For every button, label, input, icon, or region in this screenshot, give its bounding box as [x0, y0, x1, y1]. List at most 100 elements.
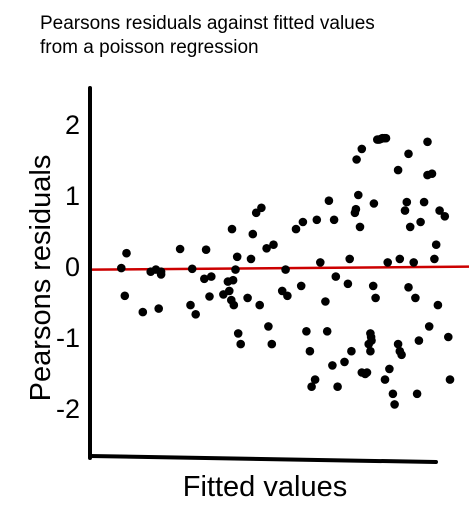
data-point: [368, 281, 378, 291]
axes-layer: [88, 86, 438, 464]
points-layer: [117, 133, 455, 409]
y-tick-label: 0: [65, 252, 80, 282]
data-point: [281, 265, 290, 274]
data-point: [431, 240, 441, 249]
data-point: [296, 281, 306, 291]
data-point: [366, 346, 375, 356]
data-point: [305, 346, 315, 356]
data-point: [352, 155, 361, 164]
data-point: [316, 258, 325, 267]
data-point: [262, 244, 271, 253]
data-point: [400, 206, 410, 215]
data-point: [138, 307, 148, 317]
data-point: [367, 336, 376, 345]
data-point: [117, 263, 126, 273]
data-point: [351, 204, 361, 214]
data-point: [255, 300, 264, 310]
data-point: [269, 240, 278, 249]
data-point: [229, 300, 239, 310]
data-point: [409, 258, 419, 267]
data-point: [354, 190, 363, 200]
data-point: [207, 272, 216, 281]
data-point: [402, 197, 412, 207]
data-point: [205, 292, 214, 301]
data-point: [201, 245, 211, 254]
data-point: [329, 215, 339, 225]
data-point: [231, 265, 240, 274]
data-point: [246, 254, 256, 264]
data-point: [322, 327, 332, 336]
data-point: [310, 375, 320, 384]
data-point: [430, 254, 439, 264]
data-point: [433, 300, 443, 310]
x-axis-title: Fitted values: [183, 471, 347, 503]
data-point: [331, 272, 341, 281]
data-point: [343, 279, 353, 289]
data-point: [404, 283, 413, 292]
data-point: [283, 291, 292, 301]
chart-title-line-1: Pearsons residuals against fitted values: [40, 13, 375, 34]
data-point: [381, 133, 391, 143]
data-point: [445, 375, 455, 384]
data-point: [405, 222, 415, 232]
data-point: [355, 222, 365, 232]
data-point: [371, 293, 380, 303]
data-point: [395, 254, 405, 264]
y-tick-label: -2: [56, 394, 80, 424]
data-point: [333, 382, 342, 392]
data-point: [328, 361, 337, 370]
y-tick-label: 2: [65, 110, 80, 140]
data-point: [440, 212, 450, 221]
data-point: [307, 382, 316, 392]
data-point: [191, 310, 200, 319]
data-point: [324, 196, 334, 205]
data-point: [414, 336, 424, 345]
data-point: [120, 291, 130, 301]
data-point: [357, 144, 367, 154]
y-tick-labels: 2 1 0 -1 -2: [56, 110, 80, 424]
data-point: [228, 275, 238, 285]
data-point: [321, 297, 330, 306]
data-point: [423, 137, 432, 147]
data-point: [347, 346, 356, 356]
data-point: [383, 258, 393, 267]
data-point: [390, 400, 399, 409]
data-point: [156, 270, 166, 279]
data-point: [345, 254, 355, 264]
data-point: [227, 224, 237, 234]
data-point: [175, 244, 185, 254]
data-point: [380, 375, 390, 384]
data-point: [427, 169, 437, 178]
data-point: [232, 252, 242, 262]
data-point: [186, 300, 195, 310]
data-point: [236, 339, 245, 349]
data-point: [291, 224, 301, 234]
data-point: [340, 357, 349, 367]
data-point: [385, 364, 394, 374]
data-point: [393, 165, 403, 175]
data-point: [264, 322, 273, 331]
chart-title: Pearsons residuals against fitted values…: [40, 12, 460, 60]
data-point: [267, 339, 277, 349]
data-point: [404, 149, 413, 159]
data-point: [187, 264, 197, 274]
data-point: [302, 327, 311, 336]
data-point: [416, 217, 425, 227]
data-point: [257, 203, 266, 213]
data-point: [444, 332, 453, 342]
data-point: [369, 199, 379, 208]
data-point: [435, 206, 444, 215]
data-point: [122, 248, 131, 258]
x-axis: [88, 454, 438, 464]
data-point: [388, 389, 398, 399]
data-point: [411, 293, 420, 303]
data-point: [248, 229, 258, 239]
data-point: [312, 215, 322, 225]
data-point: [419, 197, 429, 207]
y-axis-title: Pearsons residuals: [25, 155, 57, 402]
data-point: [243, 293, 252, 303]
y-tick-label: -1: [56, 323, 80, 353]
data-point: [424, 322, 434, 331]
data-point: [397, 350, 406, 360]
